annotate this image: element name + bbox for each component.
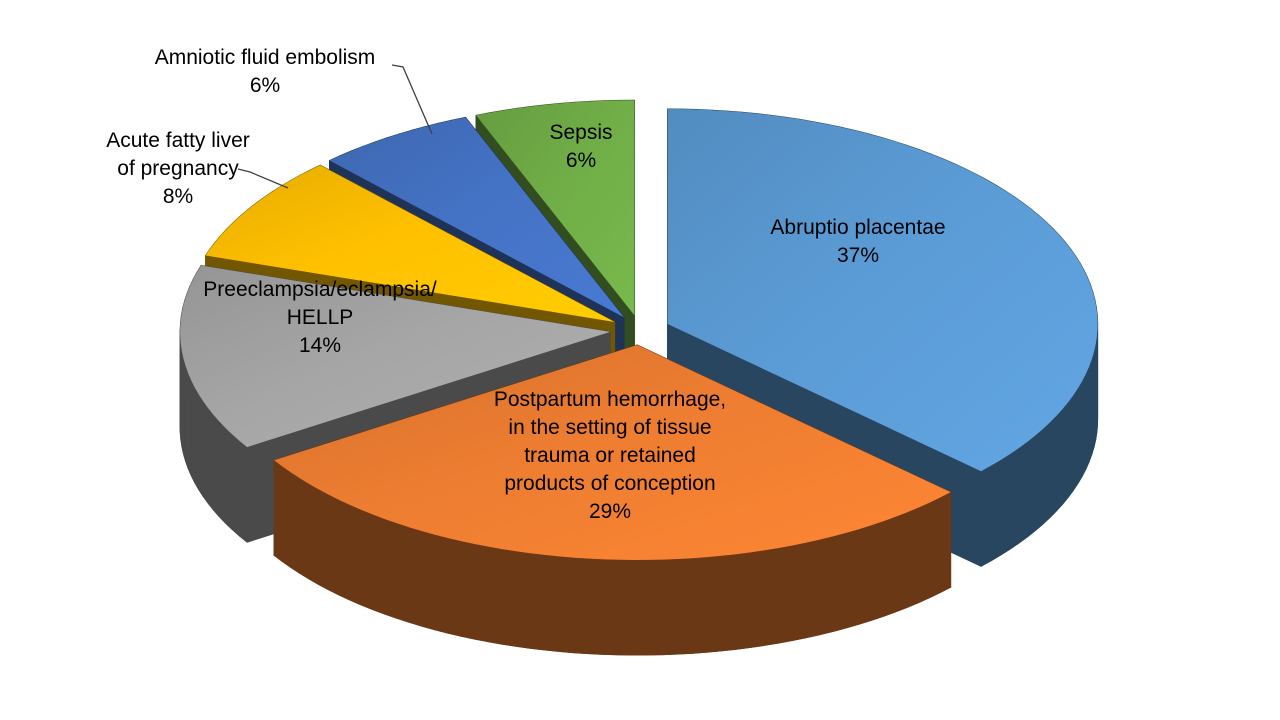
pie-slice-side: [1042, 422, 1051, 525]
pie-slice-side: [603, 558, 620, 656]
pie-slice-side: [372, 514, 386, 615]
pie-slice-abruptio-placentae[interactable]: [667, 108, 1099, 567]
pie-slice-side: [735, 551, 752, 650]
pie-slice-side: [421, 530, 436, 631]
pie-slice-side: [1067, 394, 1074, 498]
pie-slice-side: [559, 556, 576, 654]
pie-slice-side: [194, 386, 200, 490]
pie-slice-side: [633, 559, 649, 656]
pie-slice-side: [918, 502, 931, 604]
pie-slice-side: [980, 465, 992, 567]
pie-slice-side: [647, 559, 664, 656]
pie-slice-top[interactable]: [205, 165, 615, 322]
pie-slice-side: [1081, 373, 1087, 477]
pie-slice-side: [545, 554, 561, 652]
pie-slice-side: [692, 556, 708, 654]
pie-slice-side: [906, 507, 920, 608]
pie-slice-top[interactable]: [476, 100, 635, 316]
pie-slice-side: [792, 542, 807, 641]
pie-slice-side: [1000, 453, 1011, 556]
pie-slice-side: [1062, 401, 1069, 505]
pie-slice-side: [1072, 387, 1079, 491]
pie-slice-side: [502, 548, 518, 647]
pie-slice-side: [460, 540, 476, 640]
pie-slice-side: [990, 459, 1002, 562]
pie-slice-top[interactable]: [667, 109, 1098, 472]
pie-slice-side: [190, 379, 196, 483]
pie-slice-side: [207, 407, 214, 511]
pie-slice-side: [764, 547, 780, 646]
pie-slice-side: [1055, 408, 1063, 512]
pie-slice-postpartum-hemorrhage-in-the-set[interactable]: [273, 344, 952, 656]
pie-slice-side: [1026, 435, 1036, 538]
pie-slice-side: [883, 516, 897, 617]
pie-slice-side: [677, 557, 694, 655]
pie-slice-side: [1018, 441, 1028, 544]
pie-slice-side: [447, 537, 462, 637]
pie-slice-side: [198, 393, 204, 497]
pie-slice-side: [238, 440, 248, 543]
pie-slice-side: [845, 528, 860, 629]
pie-slice-side: [750, 549, 766, 648]
pie-slice-side: [588, 558, 605, 655]
pie-slice-top[interactable]: [274, 344, 951, 560]
pie-slice-side: [384, 518, 398, 619]
pie-slice-side: [929, 496, 941, 599]
pie-slice-side: [870, 520, 885, 621]
pie-slice-side: [408, 526, 423, 627]
pie-slice-side: [778, 544, 794, 644]
pie-slice-top[interactable]: [180, 265, 611, 448]
pie-slice-side: [474, 543, 490, 643]
pie-slice-side: [574, 557, 590, 655]
leader-line-amniotic-fluid-embolism: [391, 64, 433, 135]
pie-slice-side: [618, 559, 635, 656]
pie-slice-side: [706, 555, 723, 653]
pie-slice-top[interactable]: [329, 117, 624, 318]
pie-slice-side: [396, 522, 410, 623]
pie-slice-side: [662, 558, 679, 656]
pie-slice-side: [858, 524, 872, 625]
leader-line-acute-fatty-liver-of-pregnancy: [237, 168, 289, 189]
pie-slice-side: [1049, 415, 1057, 519]
pie-slice-side: [805, 539, 821, 639]
pie-slice-side: [939, 491, 952, 593]
pie-slice-side: [832, 532, 847, 632]
pie-slice-side: [1009, 447, 1020, 550]
pie-slice-side: [1034, 428, 1044, 532]
pie-slice-side: [530, 552, 547, 651]
pie-slice-side: [231, 434, 240, 537]
pie-slice-side: [218, 421, 227, 524]
pie-slice-side: [212, 414, 220, 518]
pie-slice-side: [488, 546, 504, 645]
pie-slice-side: [1077, 380, 1083, 484]
pie-slice-side: [516, 550, 532, 649]
pie-slice-side: [434, 534, 449, 634]
pie-slice-side: [721, 553, 737, 652]
pie-slice-side: [819, 535, 834, 636]
pie-slice-side: [895, 511, 908, 613]
pie-slice-side: [202, 400, 209, 504]
pie-slice-side: [225, 427, 233, 531]
